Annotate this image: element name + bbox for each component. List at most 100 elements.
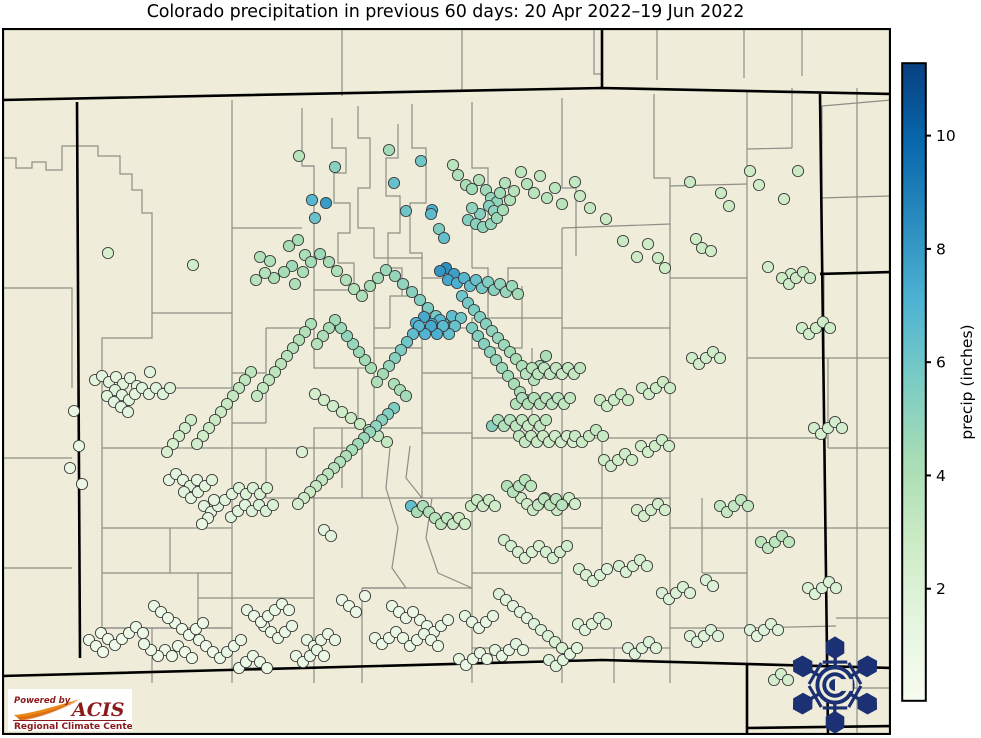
station-marker[interactable] [207,493,221,507]
station-marker[interactable] [330,264,344,278]
station-marker[interactable] [495,361,509,375]
station-marker[interactable] [829,581,843,595]
colorado-map[interactable] [2,28,891,735]
station-marker[interactable] [295,445,309,459]
station-marker[interactable] [741,499,755,513]
station-marker[interactable] [711,629,725,643]
station-marker[interactable] [262,373,276,387]
station-marker[interactable] [662,439,676,453]
station-marker[interactable] [507,377,521,391]
station-marker[interactable] [573,189,587,203]
station-marker[interactable] [540,191,554,205]
station-marker[interactable] [304,317,318,331]
station-marker[interactable] [477,337,491,351]
station-marker[interactable] [516,643,530,657]
station-marker[interactable] [72,439,86,453]
station-marker[interactable] [370,375,384,389]
station-marker[interactable] [249,273,263,287]
station-marker[interactable] [713,351,727,365]
station-marker[interactable] [471,329,485,343]
station-marker[interactable] [266,498,280,512]
station-marker[interactable] [334,321,348,335]
station-marker[interactable] [220,397,234,411]
station-marker[interactable] [67,404,81,418]
station-marker[interactable] [489,353,503,367]
station-marker[interactable] [689,232,703,246]
station-marker[interactable] [339,273,353,287]
station-marker[interactable] [771,623,785,637]
station-marker[interactable] [496,203,510,217]
station-marker[interactable] [161,611,175,625]
station-marker[interactable] [472,173,486,187]
station-marker[interactable] [399,204,413,218]
station-marker[interactable] [658,261,672,275]
station-marker[interactable] [501,369,515,383]
station-marker[interactable] [527,186,541,200]
station-marker[interactable] [400,335,414,349]
station-marker[interactable] [166,437,180,451]
station-marker[interactable] [625,453,639,467]
station-marker[interactable] [277,265,291,279]
station-marker[interactable] [505,279,519,293]
station-marker[interactable] [413,293,427,307]
station-marker[interactable] [308,387,322,401]
station-marker[interactable] [683,586,697,600]
station-marker[interactable] [282,603,296,617]
station-marker[interactable] [387,176,401,190]
station-marker[interactable] [490,211,504,225]
station-marker[interactable] [178,421,192,435]
station-marker[interactable] [137,637,151,651]
station-marker[interactable] [511,287,525,301]
station-marker[interactable] [465,182,479,196]
station-marker[interactable] [382,359,396,373]
station-marker[interactable] [344,411,358,425]
station-marker[interactable] [412,319,426,333]
station-marker[interactable] [328,313,342,327]
station-marker[interactable] [382,143,396,157]
station-marker[interactable] [305,193,319,207]
station-marker[interactable] [376,367,390,381]
station-marker[interactable] [777,192,791,206]
station-marker[interactable] [232,381,246,395]
station-marker[interactable] [782,535,796,549]
station-marker[interactable] [483,345,497,359]
station-marker[interactable] [469,273,483,287]
station-marker[interactable] [96,645,110,659]
station-marker[interactable] [480,652,494,666]
station-marker[interactable] [570,641,584,655]
station-marker[interactable] [195,517,209,531]
station-marker[interactable] [616,234,630,248]
station-marker[interactable] [437,231,451,245]
station-marker[interactable] [346,337,360,351]
station-marker[interactable] [658,503,672,517]
station-marker[interactable] [274,357,288,371]
station-marker[interactable] [752,178,766,192]
station-marker[interactable] [292,333,306,347]
station-marker[interactable] [555,641,569,655]
station-marker[interactable] [371,271,385,285]
station-marker[interactable] [260,661,274,675]
station-marker[interactable] [263,254,277,268]
station-marker[interactable] [704,244,718,258]
station-marker[interactable] [394,343,408,357]
station-marker[interactable] [165,649,179,663]
station-marker[interactable] [190,473,204,487]
station-marker[interactable] [424,319,438,333]
station-marker[interactable] [640,559,654,573]
station-marker[interactable] [244,365,258,379]
station-marker[interactable] [196,429,210,443]
station-marker[interactable] [304,255,318,269]
station-marker[interactable] [208,413,222,427]
station-marker[interactable] [317,649,331,663]
station-marker[interactable] [431,639,445,653]
station-marker[interactable] [388,351,402,365]
station-marker[interactable] [310,337,324,351]
station-marker[interactable] [326,399,340,413]
station-marker[interactable] [573,361,587,375]
station-marker[interactable] [214,405,228,419]
station-marker[interactable] [288,277,302,291]
station-marker[interactable] [205,473,219,487]
station-marker[interactable] [433,264,447,278]
station-marker[interactable] [256,381,270,395]
station-marker[interactable] [313,247,327,261]
